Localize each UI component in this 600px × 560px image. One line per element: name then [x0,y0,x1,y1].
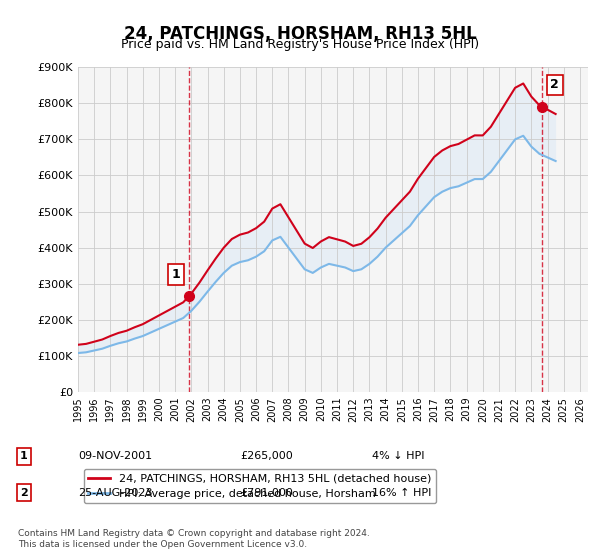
Legend: 24, PATCHINGS, HORSHAM, RH13 5HL (detached house), HPI: Average price, detached : 24, PATCHINGS, HORSHAM, RH13 5HL (detach… [83,469,436,503]
Text: 2: 2 [20,488,28,498]
Text: Contains HM Land Registry data © Crown copyright and database right 2024.
This d: Contains HM Land Registry data © Crown c… [18,529,370,549]
Text: 2: 2 [550,78,559,91]
Text: 1: 1 [20,451,28,461]
Text: £265,000: £265,000 [240,451,293,461]
Text: Price paid vs. HM Land Registry's House Price Index (HPI): Price paid vs. HM Land Registry's House … [121,38,479,51]
Text: 16% ↑ HPI: 16% ↑ HPI [372,488,431,498]
Text: 24, PATCHINGS, HORSHAM, RH13 5HL: 24, PATCHINGS, HORSHAM, RH13 5HL [124,25,476,43]
Text: 25-AUG-2023: 25-AUG-2023 [78,488,152,498]
Text: 4% ↓ HPI: 4% ↓ HPI [372,451,425,461]
Text: 1: 1 [172,268,180,281]
Text: £791,000: £791,000 [240,488,293,498]
Text: 09-NOV-2001: 09-NOV-2001 [78,451,152,461]
